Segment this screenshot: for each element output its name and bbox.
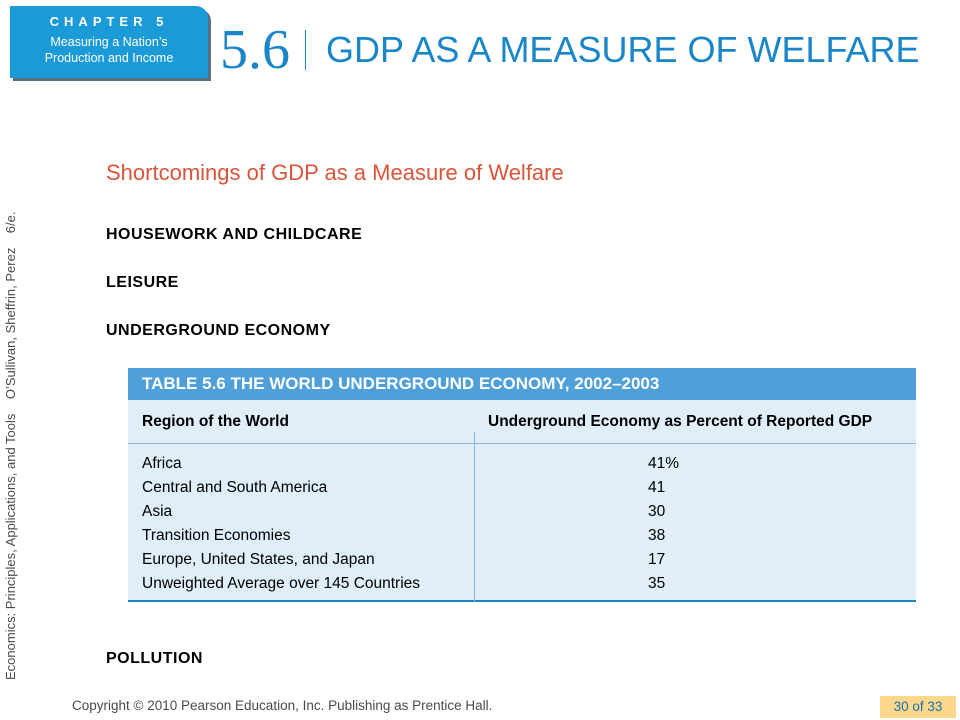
table-row: Transition Economies 38 xyxy=(128,524,916,548)
table-header-row: Region of the World Underground Economy … xyxy=(128,400,916,444)
cell-percent: 41 xyxy=(648,479,666,496)
cell-percent: 41% xyxy=(648,455,680,472)
page-number: 30 of 33 xyxy=(880,696,956,718)
cell-region: Unweighted Average over 145 Countries xyxy=(142,575,421,592)
topic-housework: HOUSEWORK AND CHILDCARE xyxy=(106,226,363,243)
slide-subtitle: Shortcomings of GDP as a Measure of Welf… xyxy=(106,160,564,185)
header-region: Region of the World xyxy=(142,413,289,430)
topic-pollution: POLLUTION xyxy=(106,650,203,667)
table-row: Central and South America 41 xyxy=(128,476,916,500)
table-row: Asia 30 xyxy=(128,500,916,524)
table-row: Europe, United States, and Japan 17 xyxy=(128,548,916,572)
table-row: Unweighted Average over 145 Countries 35 xyxy=(128,572,916,596)
cell-percent: 30 xyxy=(648,503,666,520)
cell-region: Asia xyxy=(142,503,173,520)
chapter-tab: CHAPTER 5 Measuring a Nation’s Productio… xyxy=(10,6,208,78)
table-row: Africa 41% xyxy=(128,452,916,476)
cell-percent: 38 xyxy=(648,527,666,544)
cell-region: Europe, United States, and Japan xyxy=(142,551,375,568)
chapter-subtitle-line2: Production and Income xyxy=(44,51,174,65)
cell-percent: 35 xyxy=(648,575,666,592)
chapter-label: CHAPTER 5 xyxy=(49,14,169,29)
section-number: 5.6 xyxy=(220,19,290,81)
page-title: GDP AS A MEASURE OF WELFARE xyxy=(326,29,920,70)
cell-region: Africa xyxy=(142,455,182,472)
underground-economy-table: TABLE 5.6 THE WORLD UNDERGROUND ECONOMY,… xyxy=(128,368,916,602)
title-divider xyxy=(305,30,306,70)
column-divider xyxy=(474,432,475,602)
cell-percent: 17 xyxy=(648,551,666,568)
chapter-subtitle-line1: Measuring a Nation’s xyxy=(50,35,168,49)
cell-region: Central and South America xyxy=(142,479,328,496)
copyright-notice: Copyright © 2010 Pearson Education, Inc.… xyxy=(72,698,493,713)
cell-region: Transition Economies xyxy=(142,527,291,544)
side-book-credit: Economics: Principles, Applications, and… xyxy=(3,211,18,680)
topic-underground-economy: UNDERGROUND ECONOMY xyxy=(106,322,331,339)
table-caption: TABLE 5.6 THE WORLD UNDERGROUND ECONOMY,… xyxy=(128,368,916,400)
header-percent: Underground Economy as Percent of Report… xyxy=(488,413,873,430)
topic-leisure: LEISURE xyxy=(106,274,179,291)
table-body: Africa 41% Central and South America 41 … xyxy=(128,452,916,596)
